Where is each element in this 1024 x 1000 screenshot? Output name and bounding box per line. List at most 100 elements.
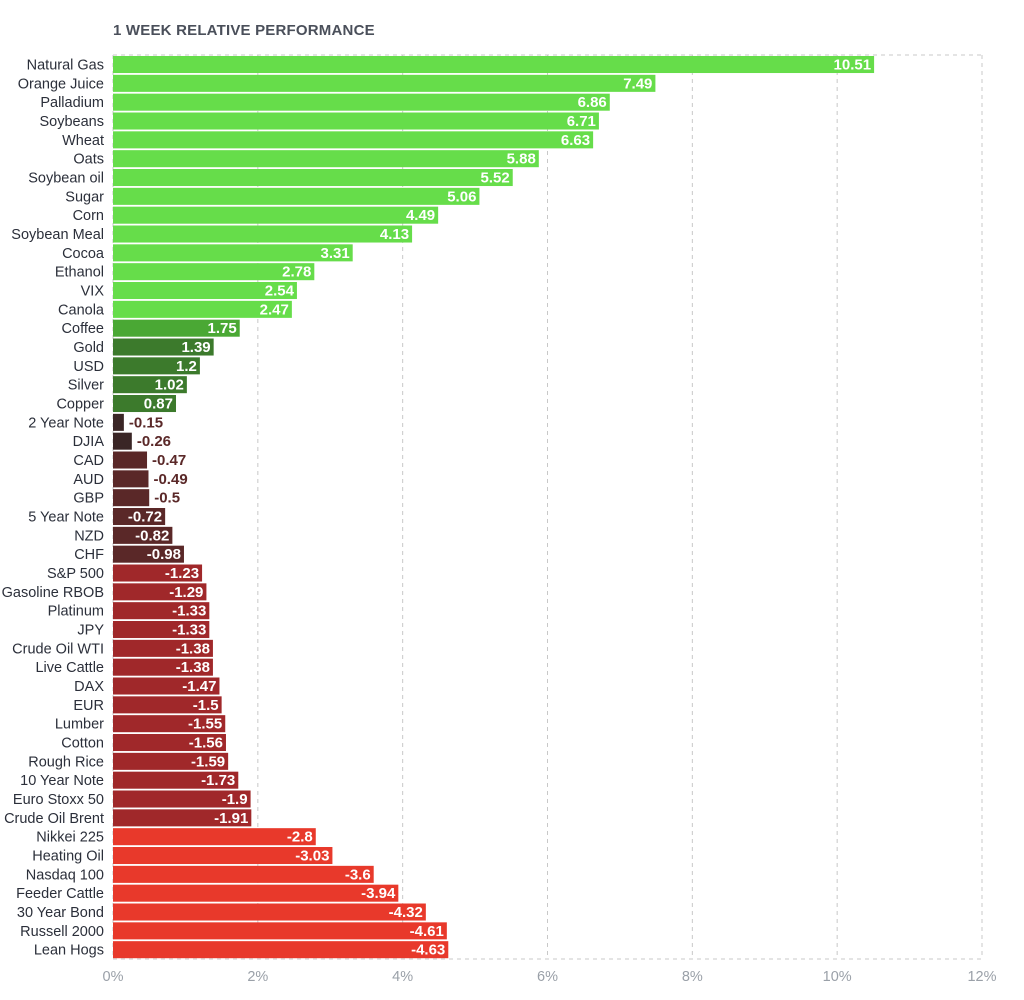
bar [113, 56, 875, 74]
bar [113, 131, 594, 149]
category-label: Natural Gas [27, 58, 104, 74]
value-label: 2.54 [265, 283, 295, 300]
x-tick-label: 0% [103, 969, 124, 985]
category-label: Live Cattle [35, 660, 104, 676]
category-label: VIX [81, 284, 105, 300]
value-label: -1.9 [222, 791, 248, 808]
category-label: NZD [74, 528, 104, 544]
value-label: -0.15 [129, 414, 163, 431]
bar [113, 602, 210, 620]
value-label: 5.88 [507, 151, 536, 168]
category-label: Russell 2000 [20, 924, 104, 940]
bar [113, 489, 150, 507]
bar [113, 658, 213, 676]
category-label: Orange Juice [18, 76, 104, 92]
value-label: -0.72 [128, 509, 162, 526]
value-label: 2.78 [282, 264, 311, 281]
value-label: -0.26 [137, 433, 171, 450]
value-label: -1.33 [172, 622, 206, 639]
bar [113, 225, 413, 243]
bar [113, 583, 207, 601]
value-label: 6.71 [567, 113, 596, 130]
category-label: Crude Oil WTI [12, 641, 104, 657]
bar [113, 244, 353, 262]
value-label: -2.8 [287, 829, 313, 846]
category-label: Feeder Cattle [16, 886, 104, 902]
value-label: -1.91 [214, 810, 248, 827]
value-label: 7.49 [623, 75, 652, 92]
chart-title: 1 WEEK RELATIVE PERFORMANCE [113, 22, 375, 39]
bar [113, 639, 213, 657]
category-label: Gold [73, 340, 104, 356]
category-label: EUR [73, 698, 104, 714]
bar [113, 526, 173, 544]
category-label: Sugar [65, 189, 104, 205]
category-label: Coffee [62, 321, 104, 337]
value-label: 2.47 [260, 301, 289, 318]
bar [113, 451, 148, 469]
bar [113, 206, 439, 224]
value-label: 0.87 [144, 396, 173, 413]
category-label: Euro Stoxx 50 [13, 792, 104, 808]
category-label: Oats [73, 152, 104, 168]
x-tick-label: 12% [967, 969, 996, 985]
bar [113, 93, 610, 111]
bar [113, 771, 239, 789]
value-label: -0.82 [135, 527, 169, 544]
value-label: -1.29 [169, 584, 203, 601]
bar [113, 282, 297, 300]
bar [113, 319, 240, 337]
category-label: Corn [73, 208, 104, 224]
category-label: Silver [68, 378, 104, 394]
bar [113, 734, 226, 752]
bar [113, 395, 177, 413]
category-label: Nasdaq 100 [26, 867, 104, 883]
value-label: 4.49 [406, 207, 435, 224]
bar [113, 809, 252, 827]
value-label: -1.5 [193, 697, 219, 714]
category-label: DAX [74, 679, 104, 695]
bar [113, 357, 200, 375]
bar [113, 677, 220, 695]
bar [113, 847, 333, 865]
category-label: 10 Year Note [20, 773, 104, 789]
category-label: Heating Oil [32, 849, 104, 865]
category-label: AUD [73, 472, 104, 488]
value-label: 6.63 [561, 132, 590, 149]
value-label: -3.94 [361, 885, 396, 902]
bar [113, 696, 222, 714]
bar [113, 74, 656, 92]
bar [113, 715, 226, 733]
category-label: Gasoline RBOB [2, 585, 104, 601]
value-label: -0.49 [153, 471, 187, 488]
bar [113, 187, 480, 205]
value-label: 4.13 [380, 226, 409, 243]
category-label: Soybean Meal [11, 227, 104, 243]
category-label: S&P 500 [47, 566, 104, 582]
value-label: -1.73 [201, 772, 235, 789]
value-label: -1.59 [191, 753, 225, 770]
value-label: -3.6 [345, 866, 371, 883]
bar [113, 941, 449, 959]
value-label: 6.86 [578, 94, 607, 111]
value-label: -1.55 [188, 716, 222, 733]
bar [113, 828, 316, 846]
bar [113, 150, 539, 168]
category-label: Nikkei 225 [36, 830, 104, 846]
category-label: Lumber [55, 717, 104, 733]
value-label: -1.38 [176, 640, 210, 657]
category-label: Soybean oil [28, 171, 104, 187]
bar [113, 903, 426, 921]
category-label: Ethanol [55, 265, 104, 281]
value-label: 5.06 [447, 188, 476, 205]
bar [113, 621, 210, 639]
category-label: USD [73, 359, 104, 375]
bar [113, 376, 187, 394]
value-label: -1.47 [182, 678, 216, 695]
bar [113, 300, 292, 318]
bar [113, 413, 124, 431]
category-label: CAD [73, 453, 104, 469]
bar [113, 470, 149, 488]
bar [113, 564, 203, 582]
value-label: -0.5 [154, 490, 180, 507]
